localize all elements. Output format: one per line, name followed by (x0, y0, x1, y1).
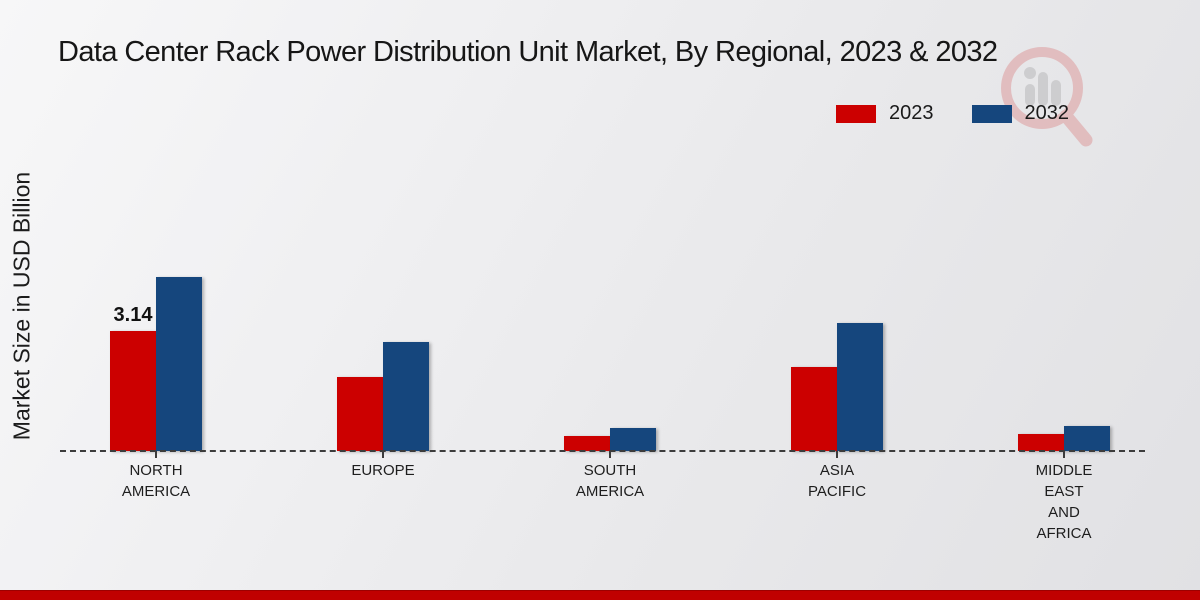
category-label-europe: EUROPE (351, 462, 415, 479)
bar-2032-europe (383, 342, 429, 451)
axis-tick (155, 451, 157, 458)
category-label-asia-pacific: ASIA PACIFIC (807, 462, 867, 500)
legend-swatch-2023 (836, 104, 876, 123)
watermark-magnifier-logo-icon (1001, 47, 1093, 147)
legend: 2023 2032 (836, 102, 1069, 125)
bar-2023-south-america (564, 436, 610, 451)
bar-2032-middle-east-and-africa (1064, 426, 1110, 451)
legend-label-2023: 2023 (889, 102, 934, 124)
bar-2032-north-america (156, 277, 202, 451)
x-axis-line (60, 450, 1145, 452)
bar-2032-asia-pacific (837, 323, 883, 451)
category-label-north-america: NORTH AMERICA (121, 462, 191, 500)
legend-item-2032: 2032 (971, 102, 1070, 125)
bar-2023-europe (337, 377, 383, 451)
legend-item-2023: 2023 (836, 102, 934, 125)
axis-tick (609, 451, 611, 458)
bar-2023-north-america (110, 331, 156, 451)
bar-2023-asia-pacific (791, 367, 837, 451)
legend-swatch-2032 (971, 104, 1012, 123)
bar-2032-south-america (610, 428, 656, 451)
bar-2023-middle-east-and-africa (1018, 434, 1064, 451)
axis-tick (1063, 451, 1065, 458)
axis-tick (836, 451, 838, 458)
footer-bar (0, 590, 1200, 600)
chart-title: Data Center Rack Power Distribution Unit… (58, 36, 998, 68)
value-label: 3.14 (113, 304, 153, 326)
axis-tick (382, 451, 384, 458)
category-label-middle-east-and-africa: MIDDLE EAST AND AFRICA (1035, 462, 1093, 542)
legend-label-2032: 2032 (1024, 102, 1070, 124)
category-label-south-america: SOUTH AMERICA (575, 462, 645, 500)
